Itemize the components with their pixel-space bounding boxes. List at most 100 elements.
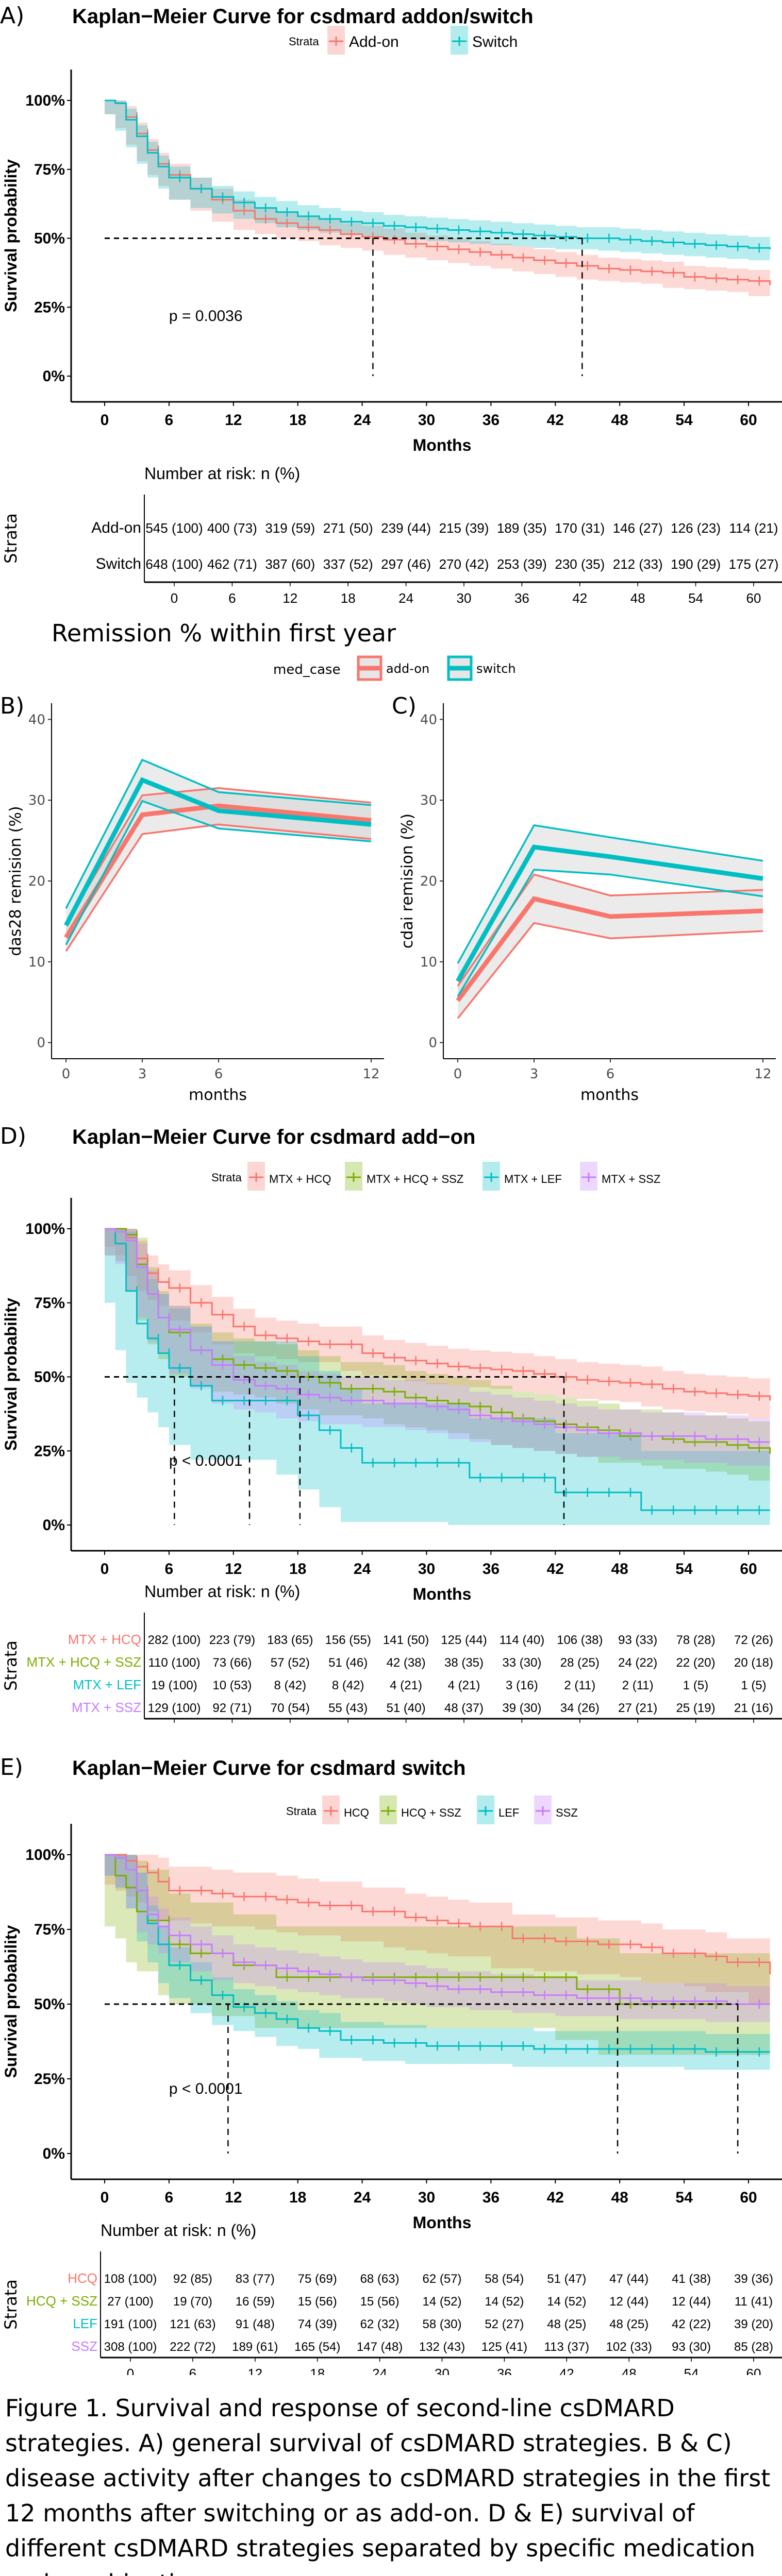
risk-cell: 125 (41) <box>481 2340 527 2354</box>
x-tick-label: 36 <box>482 1561 500 1578</box>
risk-x-tick-label: 12 <box>247 2366 262 2375</box>
risk-cell: 12 (44) <box>672 2295 711 2309</box>
legend-label: MTX + HCQ <box>269 1173 331 1185</box>
risk-cell: 33 (30) <box>502 1656 541 1670</box>
risk-table-title: Number at risk: n (%) <box>101 2221 256 2240</box>
legend: Strata MTX + HCQ MTX + HCQ + SSZ MTX + LEF M… <box>211 1162 660 1191</box>
confidence-band <box>105 1229 770 1418</box>
risk-x-tick-label: 36 <box>514 590 529 603</box>
x-tick-label: 12 <box>362 1066 379 1082</box>
risk-cell: 73 (66) <box>212 1656 252 1670</box>
confidence-band <box>105 1229 770 1466</box>
risk-cell: 14 (52) <box>485 2295 524 2309</box>
risk-cell: 4 (21) <box>448 1679 480 1692</box>
risk-cell: 4 (21) <box>390 1679 422 1692</box>
y-axis-title: das28 remision (%) <box>7 806 25 956</box>
risk-cell: 92 (71) <box>212 1701 252 1715</box>
y-axis-title: Survival probability <box>2 1298 20 1451</box>
risk-cell: 400 (73) <box>207 520 257 536</box>
km-chart-addon-switch: A) Kaplan−Meier Curve for csdmard addon/s… <box>0 3 782 603</box>
x-tick-label: 6 <box>165 2189 174 2206</box>
legend-label: MTX + SSZ <box>602 1173 660 1185</box>
risk-cell: 62 (57) <box>422 2272 461 2286</box>
x-tick-label: 6 <box>165 1561 174 1578</box>
x-tick-label: 3 <box>530 1066 539 1082</box>
risk-cell: 319 (59) <box>265 520 315 536</box>
confidence-band <box>105 100 770 261</box>
risk-cell: 387 (60) <box>265 556 315 572</box>
risk-x-tick-label: 30 <box>435 2366 450 2375</box>
risk-cell: 191 (100) <box>104 2317 157 2331</box>
x-tick-label: 54 <box>675 1561 693 1578</box>
x-tick-label: 60 <box>740 412 757 429</box>
risk-y-axis-title: Strata <box>1 1640 21 1691</box>
km-chart-addon: D) Kaplan−Meier Curve for csdmard add−on S… <box>0 1123 782 1723</box>
risk-cell: 215 (39) <box>439 520 489 536</box>
y-tick-label: 50% <box>34 1996 65 2013</box>
risk-cell: 20 (18) <box>734 1656 773 1670</box>
risk-cell: 27 (100) <box>107 2295 153 2309</box>
risk-cell: 189 (35) <box>497 520 547 536</box>
mean-line-add-on <box>456 896 763 1002</box>
x-tick-label: 0 <box>62 1066 71 1082</box>
p-value: p = 0.0036 <box>169 308 243 325</box>
risk-cell: 270 (42) <box>439 556 489 572</box>
ci-upper-line <box>457 873 763 987</box>
panel-label: B) <box>0 693 24 719</box>
legend-item: HCQ <box>322 1795 369 1824</box>
legend-item: LEF <box>477 1795 519 1824</box>
legend-label: MTX + HCQ + SSZ <box>367 1173 463 1185</box>
risk-cell: 14 (52) <box>547 2295 586 2309</box>
x-tick-label: 36 <box>482 412 500 429</box>
ci-lower-line <box>65 800 372 945</box>
risk-cell: 92 (85) <box>173 2272 212 2286</box>
risk-cell: 114 (40) <box>500 1633 545 1647</box>
risk-cell: 34 (26) <box>560 1701 600 1715</box>
risk-cell: 113 (37) <box>544 2340 589 2354</box>
legend-label: add-on <box>386 662 429 676</box>
risk-cell: 175 (27) <box>729 556 779 572</box>
risk-table-title: Number at risk: n (%) <box>144 464 300 483</box>
legend-item: SSZ <box>534 1795 578 1824</box>
x-tick-label: 12 <box>225 2189 242 2206</box>
ci-upper-line <box>65 758 372 909</box>
risk-x-tick-label: 42 <box>572 590 587 603</box>
x-tick-label: 18 <box>289 1561 306 1578</box>
risk-x-tick-label: 42 <box>559 2366 574 2375</box>
chart-title: Kaplan−Meier Curve for csdmard add−on <box>72 1126 475 1148</box>
risk-cell: 78 (28) <box>676 1633 716 1647</box>
legend-item: MTX + SSZ <box>580 1162 660 1191</box>
remission-group-title: Remission % within first year <box>52 619 396 647</box>
risk-cell: 93 (33) <box>618 1633 657 1647</box>
risk-y-axis-title: Strata <box>1 2279 21 2330</box>
ci-lower-line <box>65 823 372 952</box>
legend-title: Strata <box>286 1805 317 1818</box>
ci-lower-line <box>457 869 763 997</box>
risk-cell: 48 (25) <box>547 2317 586 2331</box>
risk-cell: 10 (53) <box>212 1679 252 1692</box>
risk-cell: 28 (25) <box>560 1656 600 1670</box>
confidence-band <box>105 1229 770 1525</box>
y-tick-label: 0 <box>428 1036 437 1051</box>
y-tick-label: 50% <box>34 1369 65 1386</box>
risk-cell: 11 (41) <box>735 2295 773 2309</box>
x-tick-label: 42 <box>547 2189 564 2206</box>
risk-cell: 147 (48) <box>357 2340 403 2354</box>
risk-cell: 72 (26) <box>734 1633 773 1647</box>
risk-x-tick-label: 24 <box>398 590 413 603</box>
risk-x-tick-label: 24 <box>372 2366 387 2375</box>
legend-label: switch <box>476 662 516 676</box>
y-axis-title: cdai remision (%) <box>398 814 417 948</box>
x-tick-label: 30 <box>418 2189 435 2206</box>
chart-title: Kaplan−Meier Curve for csdmard addon/swi… <box>72 5 534 28</box>
risk-cell: 39 (30) <box>502 1701 541 1715</box>
risk-cell: 74 (39) <box>298 2317 337 2331</box>
x-axis-title: Months <box>413 2213 472 2232</box>
x-tick-label: 6 <box>606 1066 615 1082</box>
x-tick-label: 18 <box>289 2189 306 2206</box>
risk-cell: 146 (27) <box>613 520 663 536</box>
risk-cell: 462 (71) <box>207 556 257 572</box>
x-tick-label: 12 <box>225 412 242 429</box>
y-tick-label: 25% <box>34 2071 65 2088</box>
legend-label: Switch <box>472 33 518 50</box>
